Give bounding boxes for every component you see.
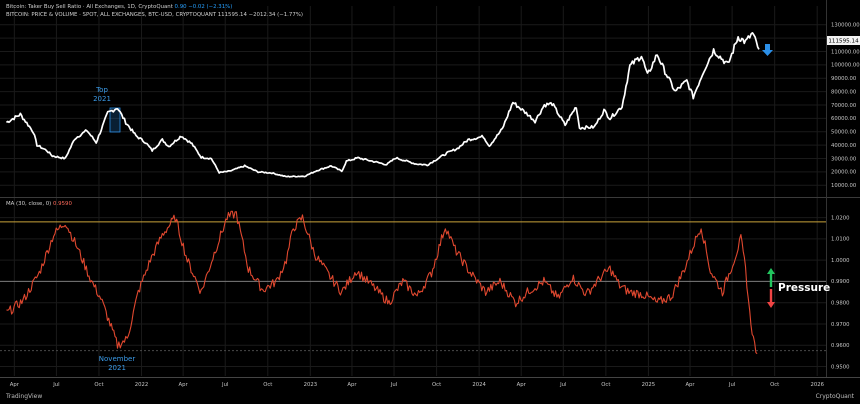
- x-tick-label: Oct: [432, 382, 441, 388]
- indicator-y-tick-label: 1.0200: [831, 215, 850, 221]
- pressure-arrows: [767, 268, 775, 308]
- price-y-tick-label: 90000.00: [831, 76, 857, 82]
- indicator-y-tick-label: 0.9500: [831, 364, 850, 370]
- price-y-tick-label: 130000.00: [831, 22, 860, 28]
- price-y-tick-label: 60000.00: [831, 116, 857, 122]
- blue-down-arrow-icon: [762, 44, 773, 56]
- axis-tick-labels: 130000.00120000.00110000.00100000.009000…: [10, 22, 860, 388]
- current-price-label: 111595.14: [828, 39, 859, 45]
- price-y-tick-label: 110000.00: [831, 49, 860, 55]
- price-y-tick-label: 20000.00: [831, 170, 857, 176]
- gridlines: [0, 6, 826, 376]
- price-y-tick-label: 70000.00: [831, 103, 857, 109]
- price-y-tick-label: 40000.00: [831, 143, 857, 149]
- indicator-y-tick-label: 1.0100: [831, 237, 850, 243]
- ma-series-line: [6, 210, 758, 355]
- ma-value: 0.9590: [53, 201, 72, 207]
- x-tick-label: 2025: [642, 382, 655, 388]
- x-tick-label: Apr: [685, 382, 695, 388]
- price-y-tick-label: 80000.00: [831, 89, 857, 95]
- x-tick-label: Apr: [10, 382, 20, 388]
- tradingview-watermark: TradingView: [6, 393, 43, 400]
- x-tick-label: Apr: [347, 382, 357, 388]
- ma-label: MA (30, close, 0): [6, 201, 52, 207]
- top-2021-label-line2: 2021: [93, 95, 111, 103]
- x-tick-label: 2024: [472, 382, 486, 388]
- x-tick-label: Jul: [559, 382, 566, 388]
- x-tick-label: Oct: [263, 382, 272, 388]
- november-2021-label-line2: 2021: [108, 364, 126, 372]
- x-tick-label: Jul: [221, 382, 228, 388]
- price-y-tick-label: 100000.00: [831, 63, 860, 69]
- x-tick-label: Apr: [179, 382, 189, 388]
- cryptoquant-watermark: CryptoQuant: [815, 393, 854, 400]
- red-down-arrow-icon: [767, 289, 775, 308]
- x-tick-label: 2022: [135, 382, 148, 388]
- top-2021-highlight-box: [109, 107, 121, 133]
- price-y-tick-label: 30000.00: [831, 156, 857, 162]
- current-price-marker: [827, 36, 860, 45]
- pressure-label: Pressure: [778, 282, 830, 294]
- indicator-y-tick-label: 0.9800: [831, 301, 850, 307]
- green-up-arrow-icon: [767, 268, 775, 287]
- indicator-header: Bitcoin: Taker Buy Sell Ratio · All Exch…: [6, 4, 232, 10]
- x-tick-label: Jul: [390, 382, 397, 388]
- indicator-y-tick-label: 0.9600: [831, 343, 850, 349]
- price-series-line: [5, 31, 760, 178]
- x-tick-label: Apr: [517, 382, 527, 388]
- indicator-values: 0.90 −0.02 (−2.31%): [174, 4, 233, 10]
- x-tick-label: 2023: [304, 382, 317, 388]
- indicator-y-tick-label: 1.0000: [831, 258, 850, 264]
- price-y-tick-label: 50000.00: [831, 130, 857, 136]
- top-2021-label-line1: Top: [95, 86, 108, 94]
- price-values: 111595.14 −2012.34 (−1.77%): [217, 12, 303, 18]
- november-2021-label-line1: November: [99, 355, 136, 363]
- x-tick-label: Oct: [94, 382, 103, 388]
- indicator-title: Bitcoin: Taker Buy Sell Ratio · All Exch…: [6, 4, 173, 10]
- x-tick-label: Oct: [770, 382, 779, 388]
- price-title: BITCOIN: PRICE & VOLUME · SPOT, ALL EXCH…: [6, 12, 217, 18]
- indicator-y-tick-label: 0.9700: [831, 322, 850, 328]
- x-tick-label: 2026: [810, 382, 824, 388]
- price-y-tick-label: 10000.00: [831, 183, 857, 189]
- price-header: BITCOIN: PRICE & VOLUME · SPOT, ALL EXCH…: [6, 12, 303, 18]
- ma-header: MA (30, close, 0) 0.9590: [6, 201, 72, 207]
- x-tick-label: Jul: [52, 382, 59, 388]
- x-tick-label: Jul: [728, 382, 735, 388]
- x-tick-label: Oct: [601, 382, 610, 388]
- indicator-y-tick-label: 0.9900: [831, 279, 850, 285]
- indicator-reference-lines: [0, 221, 826, 352]
